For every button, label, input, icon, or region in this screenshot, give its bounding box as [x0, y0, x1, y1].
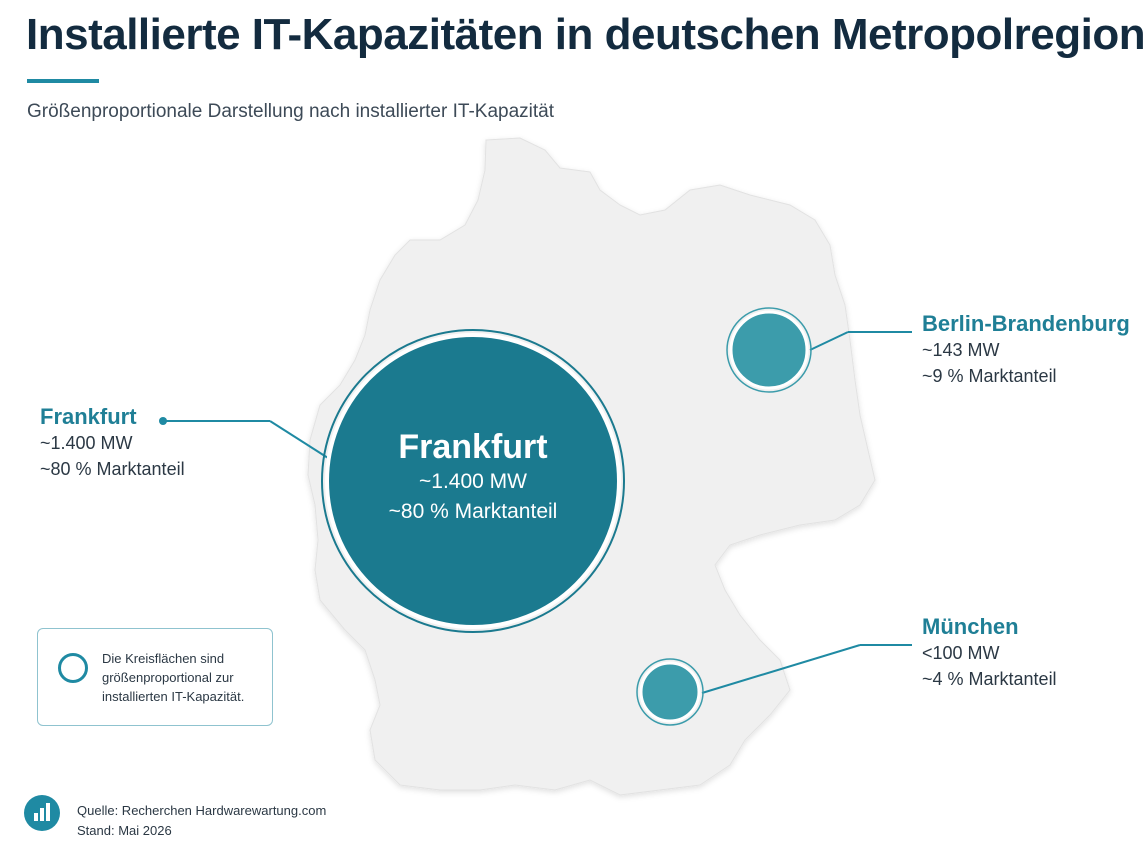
page-title: Installierte IT-Kapazitäten in deutschen…	[26, 10, 1145, 59]
frankfurt-callout-share: ~80 % Marktanteil	[40, 459, 185, 479]
frankfurt-circle-capacity: ~1.400 MW	[419, 470, 527, 493]
berlin-circle-ring	[726, 307, 812, 393]
frankfurt-circle-share: ~80 % Marktanteil	[388, 500, 558, 523]
frankfurt-callout-dot	[159, 417, 167, 425]
berlin-callout-capacity: ~143 MW	[922, 340, 1000, 360]
muenchen-callout-name: München	[922, 614, 1019, 639]
muenchen-circle-ring	[636, 658, 704, 726]
frankfurt-callout-capacity: ~1.400 MW	[40, 433, 133, 453]
title-underline	[27, 79, 99, 83]
legend-box: Die Kreisflächen sind größenproportional…	[37, 628, 273, 726]
legend-text: Die Kreisflächen sind größenproportional…	[102, 651, 245, 704]
source-line: Quelle: Recherchen Hardwarewartung.com	[77, 803, 327, 818]
muenchen-callout-capacity: <100 MW	[922, 643, 1000, 663]
muenchen-circle	[639, 661, 701, 723]
berlin-connector	[809, 331, 849, 351]
berlin-callout-name: Berlin-Brandenburg	[922, 311, 1130, 336]
date-line: Stand: Mai 2026	[77, 823, 172, 838]
muenchen-connector	[701, 644, 861, 694]
muenchen-callout-share: ~4 % Marktanteil	[922, 669, 1057, 689]
frankfurt-connector-diagonal	[269, 420, 329, 459]
bar-chart-icon	[24, 795, 60, 831]
berlin-circle	[729, 310, 809, 390]
page-subtitle: Größenproportionale Darstellung nach ins…	[27, 101, 554, 122]
berlin-callout: Berlin-Brandenburg ~143 MW ~9 % Marktant…	[922, 311, 1130, 389]
frankfurt-circle-name: Frankfurt	[398, 428, 548, 466]
source-info: Quelle: Recherchen Hardwarewartung.com S…	[77, 801, 326, 841]
muenchen-callout: München <100 MW ~4 % Marktanteil	[922, 614, 1057, 692]
frankfurt-circle-ring	[321, 329, 625, 633]
frankfurt-callout: Frankfurt ~1.400 MW ~80 % Marktanteil	[40, 404, 185, 482]
frankfurt-circle	[325, 333, 621, 629]
circle-outline-icon	[58, 653, 88, 683]
frankfurt-circle-label: Frankfurt ~1.400 MW ~80 % Marktanteil	[353, 428, 593, 527]
frankfurt-callout-name: Frankfurt	[40, 404, 137, 429]
berlin-callout-share: ~9 % Marktanteil	[922, 366, 1057, 386]
